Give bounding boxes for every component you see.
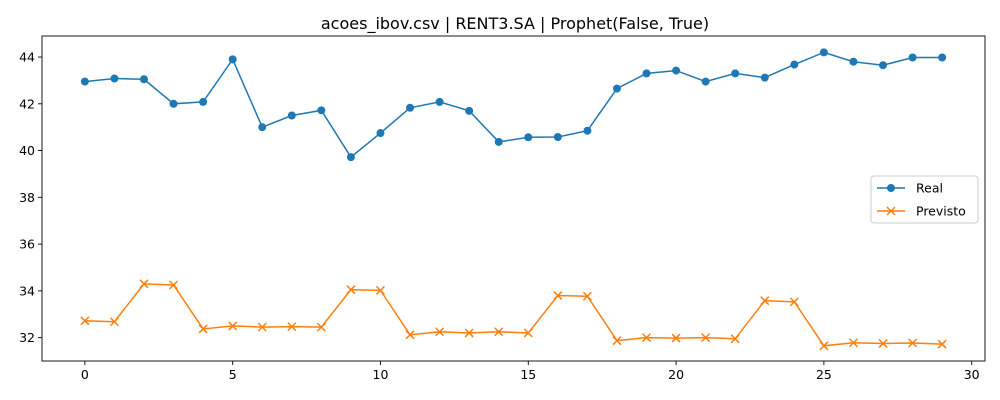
legend-marker	[887, 184, 895, 192]
legend-item-real: Real	[877, 181, 943, 196]
data-point	[612, 336, 622, 346]
series-line-real	[84, 51, 943, 159]
x-axis: 0 5 10 15 20 25 30	[81, 361, 980, 382]
data-point	[641, 333, 652, 343]
x-tick-label: 10	[373, 367, 389, 382]
data-point	[879, 61, 888, 70]
y-tick-label: 32	[19, 330, 35, 345]
data-point	[938, 53, 947, 62]
data-point	[671, 333, 681, 343]
data-point	[287, 111, 296, 120]
data-point	[553, 291, 563, 301]
x-tick-label: 5	[229, 367, 237, 382]
data-point	[376, 129, 385, 138]
data-point	[701, 77, 710, 86]
y-tick-label: 42	[19, 96, 35, 111]
data-point	[139, 75, 148, 84]
data-point	[465, 106, 474, 115]
data-point	[80, 77, 89, 86]
data-point	[701, 333, 711, 343]
data-point	[494, 137, 503, 146]
data-point	[110, 74, 119, 83]
data-point	[819, 341, 829, 351]
data-point	[169, 280, 179, 290]
data-point	[848, 338, 858, 348]
data-point	[760, 73, 769, 82]
data-point	[228, 321, 238, 331]
series-real	[80, 48, 947, 162]
y-tick-label: 36	[19, 237, 35, 252]
data-point	[849, 57, 858, 66]
data-point	[642, 69, 651, 78]
data-point	[730, 334, 740, 344]
series-layer	[80, 48, 947, 351]
data-point	[582, 291, 592, 301]
data-point	[405, 330, 415, 340]
series-line-previsto	[84, 283, 943, 347]
x-tick-label: 25	[816, 367, 832, 382]
data-point	[494, 327, 504, 337]
data-point	[937, 339, 947, 349]
y-tick-label: 40	[19, 143, 35, 158]
data-point	[524, 133, 533, 142]
data-point	[790, 60, 799, 69]
data-point	[139, 279, 149, 289]
plot-area	[41, 35, 986, 362]
y-tick-label: 44	[19, 50, 35, 65]
data-point	[789, 297, 799, 307]
data-point	[908, 338, 918, 348]
data-point	[109, 317, 119, 327]
x-tick-label: 30	[964, 367, 980, 382]
data-point	[908, 53, 917, 62]
data-point	[464, 328, 474, 338]
legend-item-previsto: Previsto	[877, 204, 966, 219]
data-point	[612, 84, 621, 93]
legend: Real Previsto	[870, 175, 979, 224]
data-point	[317, 106, 326, 115]
data-point	[523, 328, 533, 338]
y-tick-label: 34	[19, 283, 35, 298]
series-previsto	[80, 279, 947, 351]
data-point	[257, 322, 267, 332]
data-point	[878, 338, 888, 348]
chart-title: acoes_ibov.csv | RENT3.SA | Prophet(Fals…	[321, 14, 709, 34]
data-point	[583, 126, 592, 135]
legend-label: Previsto	[916, 204, 966, 219]
data-point	[316, 322, 326, 332]
y-tick-label: 38	[19, 190, 35, 205]
data-point	[199, 97, 208, 106]
data-point	[80, 316, 90, 326]
data-point	[346, 153, 355, 162]
data-point	[346, 285, 356, 295]
x-tick-label: 20	[668, 367, 684, 382]
data-point	[731, 69, 740, 78]
legend-label: Real	[916, 181, 943, 196]
y-axis: 32 34 36 38 40 42 44	[19, 50, 42, 345]
data-point	[819, 48, 828, 57]
legend-marker	[886, 206, 896, 216]
data-point	[672, 66, 681, 75]
x-tick-label: 0	[81, 367, 89, 382]
data-point	[760, 296, 770, 306]
data-point	[375, 285, 386, 295]
data-point	[406, 103, 415, 112]
data-point	[553, 133, 562, 142]
data-point	[435, 97, 444, 106]
data-point	[169, 99, 178, 108]
data-point	[228, 55, 237, 64]
x-tick-label: 15	[520, 367, 536, 382]
data-point	[258, 123, 267, 132]
data-point	[435, 327, 445, 337]
axes-frame	[41, 35, 986, 362]
data-point	[287, 322, 297, 332]
data-point	[198, 324, 208, 334]
